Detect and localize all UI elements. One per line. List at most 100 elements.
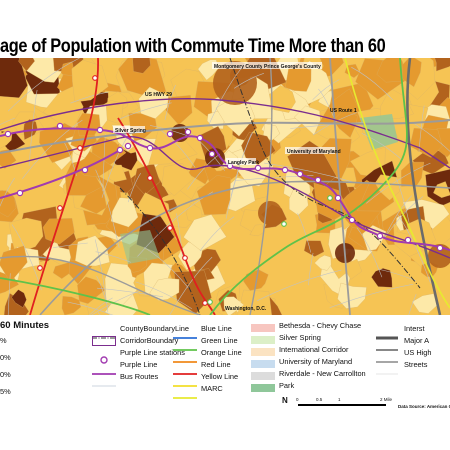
legend-university-of-maryland-swatch [251, 360, 275, 368]
purple-line-station-icon[interactable] [16, 189, 24, 197]
legend-class-label: % [0, 336, 7, 345]
legend-road-1-label: Major A [404, 336, 430, 345]
legend-park-swatch [251, 384, 275, 392]
purple-line-station-icon[interactable] [166, 130, 174, 138]
red-line-station-icon[interactable] [167, 225, 173, 231]
purple-line-station-icon[interactable] [4, 130, 12, 138]
purple-line-station-icon[interactable] [281, 166, 289, 174]
label-washington: Washington, D.C. [225, 306, 267, 312]
red-line [29, 58, 99, 315]
tract [107, 164, 127, 183]
purple-line-station-icon[interactable] [116, 146, 124, 154]
corridor-boundary [0, 98, 450, 259]
red-line-station-icon[interactable] [77, 145, 83, 151]
green-line-station-icon[interactable] [327, 195, 333, 201]
purple-line-station-icon[interactable] [96, 126, 104, 134]
legend-road-3-swatch [376, 363, 398, 381]
label-montgomery: Montgomery County [214, 64, 263, 70]
map-title: age of Population with Commute Time More… [0, 36, 387, 57]
tract [61, 296, 82, 315]
legend-purple-line-stations-label: Purple Line stations [120, 348, 185, 357]
red-line-station-icon[interactable] [182, 255, 188, 261]
red-line-station-icon[interactable] [37, 265, 43, 271]
county-boundary-line [119, 58, 421, 315]
legend-purple-line-label: Purple Line [120, 360, 158, 369]
tract [8, 217, 44, 254]
purple-line-station-icon[interactable] [146, 144, 154, 152]
legend-bethesda-chevy-chase-swatch [251, 324, 275, 332]
tract [376, 58, 405, 83]
label-silver-spring: Silver Spring [115, 128, 146, 134]
tract [249, 224, 265, 237]
major-roads [0, 58, 450, 315]
legend-road-3-label: Streets [404, 360, 428, 369]
purple-line-station-icon[interactable] [376, 232, 384, 240]
purple-line-station-icon[interactable] [208, 150, 216, 158]
tract [161, 163, 194, 196]
purple-line-station-icon[interactable] [81, 166, 89, 174]
legend-corridorboundary-label: CorridorBoundary [120, 336, 179, 345]
purple-line-station-icon[interactable] [196, 134, 204, 142]
legend-orange-line-swatch [173, 351, 197, 369]
legend-bus-routes-label: Bus Routes [120, 372, 159, 381]
legend-countyboundaryline-swatch [92, 327, 116, 345]
red-line-station-icon[interactable] [92, 75, 98, 81]
map-canvas[interactable]: Montgomery County Prince George's County… [0, 58, 450, 315]
tract [303, 240, 325, 257]
legend-blue-line-swatch [173, 327, 197, 345]
purple-line-station-icon[interactable] [436, 244, 444, 252]
purple-line-station-icon[interactable] [404, 236, 412, 244]
north-arrow-icon: N [282, 396, 288, 405]
legend-green-line-label: Green Line [201, 336, 238, 345]
green-line-west [0, 277, 151, 315]
tract [132, 58, 151, 74]
purple-line-station-icon[interactable] [124, 142, 132, 150]
tract [149, 278, 180, 301]
scale-bar: N 0 0.5 1 2 Mile [282, 396, 393, 406]
legend-marc-label: MARC [201, 384, 223, 393]
red-line-station-icon[interactable] [202, 300, 208, 306]
purple-line-station-icon[interactable] [334, 194, 342, 202]
legend-purple-line-swatch [92, 363, 116, 381]
tract [371, 268, 393, 288]
purple-line-station-icon[interactable] [348, 216, 356, 224]
tract [293, 105, 321, 136]
tract-high [230, 66, 250, 86]
tract [411, 293, 438, 314]
legend-marc-swatch [173, 387, 197, 405]
purple-line-station-icon[interactable] [314, 176, 322, 184]
purple-line-station-icon[interactable] [184, 128, 192, 136]
legend-bus-routes-swatch [92, 375, 116, 393]
green-line-station-icon[interactable] [281, 221, 287, 227]
legend-red-line-swatch [173, 363, 197, 381]
tract [42, 218, 75, 245]
tract [196, 175, 231, 216]
legend-yellow-line-label: Yellow Line [201, 372, 239, 381]
tract [110, 197, 139, 228]
label-us29: US HWY 29 [145, 92, 172, 98]
purple-line-station-icon[interactable] [56, 122, 64, 130]
tract [409, 127, 443, 158]
legend-silver-spring-label: Silver Spring [279, 333, 321, 342]
map-legend: 60 Minutes % 0% 0% 5% CountyBoundaryLine Cor… [0, 318, 450, 418]
legend-countyboundaryline-label: CountyBoundaryLine [120, 324, 190, 333]
purple-line-station-icon[interactable] [254, 164, 262, 172]
tract [77, 276, 106, 304]
green-line-station-icon[interactable] [207, 299, 213, 305]
legend-university-of-maryland-label: University of Maryland [279, 357, 353, 366]
tract [133, 163, 161, 196]
legend-orange-line-label: Orange Line [201, 348, 242, 357]
marc-line [344, 58, 450, 309]
tract-high [258, 201, 282, 225]
data-source: Data Source: American Com [398, 404, 450, 409]
tract [18, 58, 35, 72]
legend-bethesda-chevy-chase-label: Bethesda - Chevy Chase [279, 321, 362, 330]
tract [433, 181, 450, 198]
red-line-station-icon[interactable] [57, 205, 63, 211]
legend-road-1-swatch [376, 339, 398, 357]
legend-corridorboundary-swatch [92, 336, 116, 346]
red-line-station-icon[interactable] [147, 175, 153, 181]
legend-green-line-swatch [173, 339, 197, 357]
purple-line-station-icon[interactable] [296, 170, 304, 178]
legend-riverdale-new-carrollton-label: Riverdale - New Carrollton [279, 369, 366, 378]
